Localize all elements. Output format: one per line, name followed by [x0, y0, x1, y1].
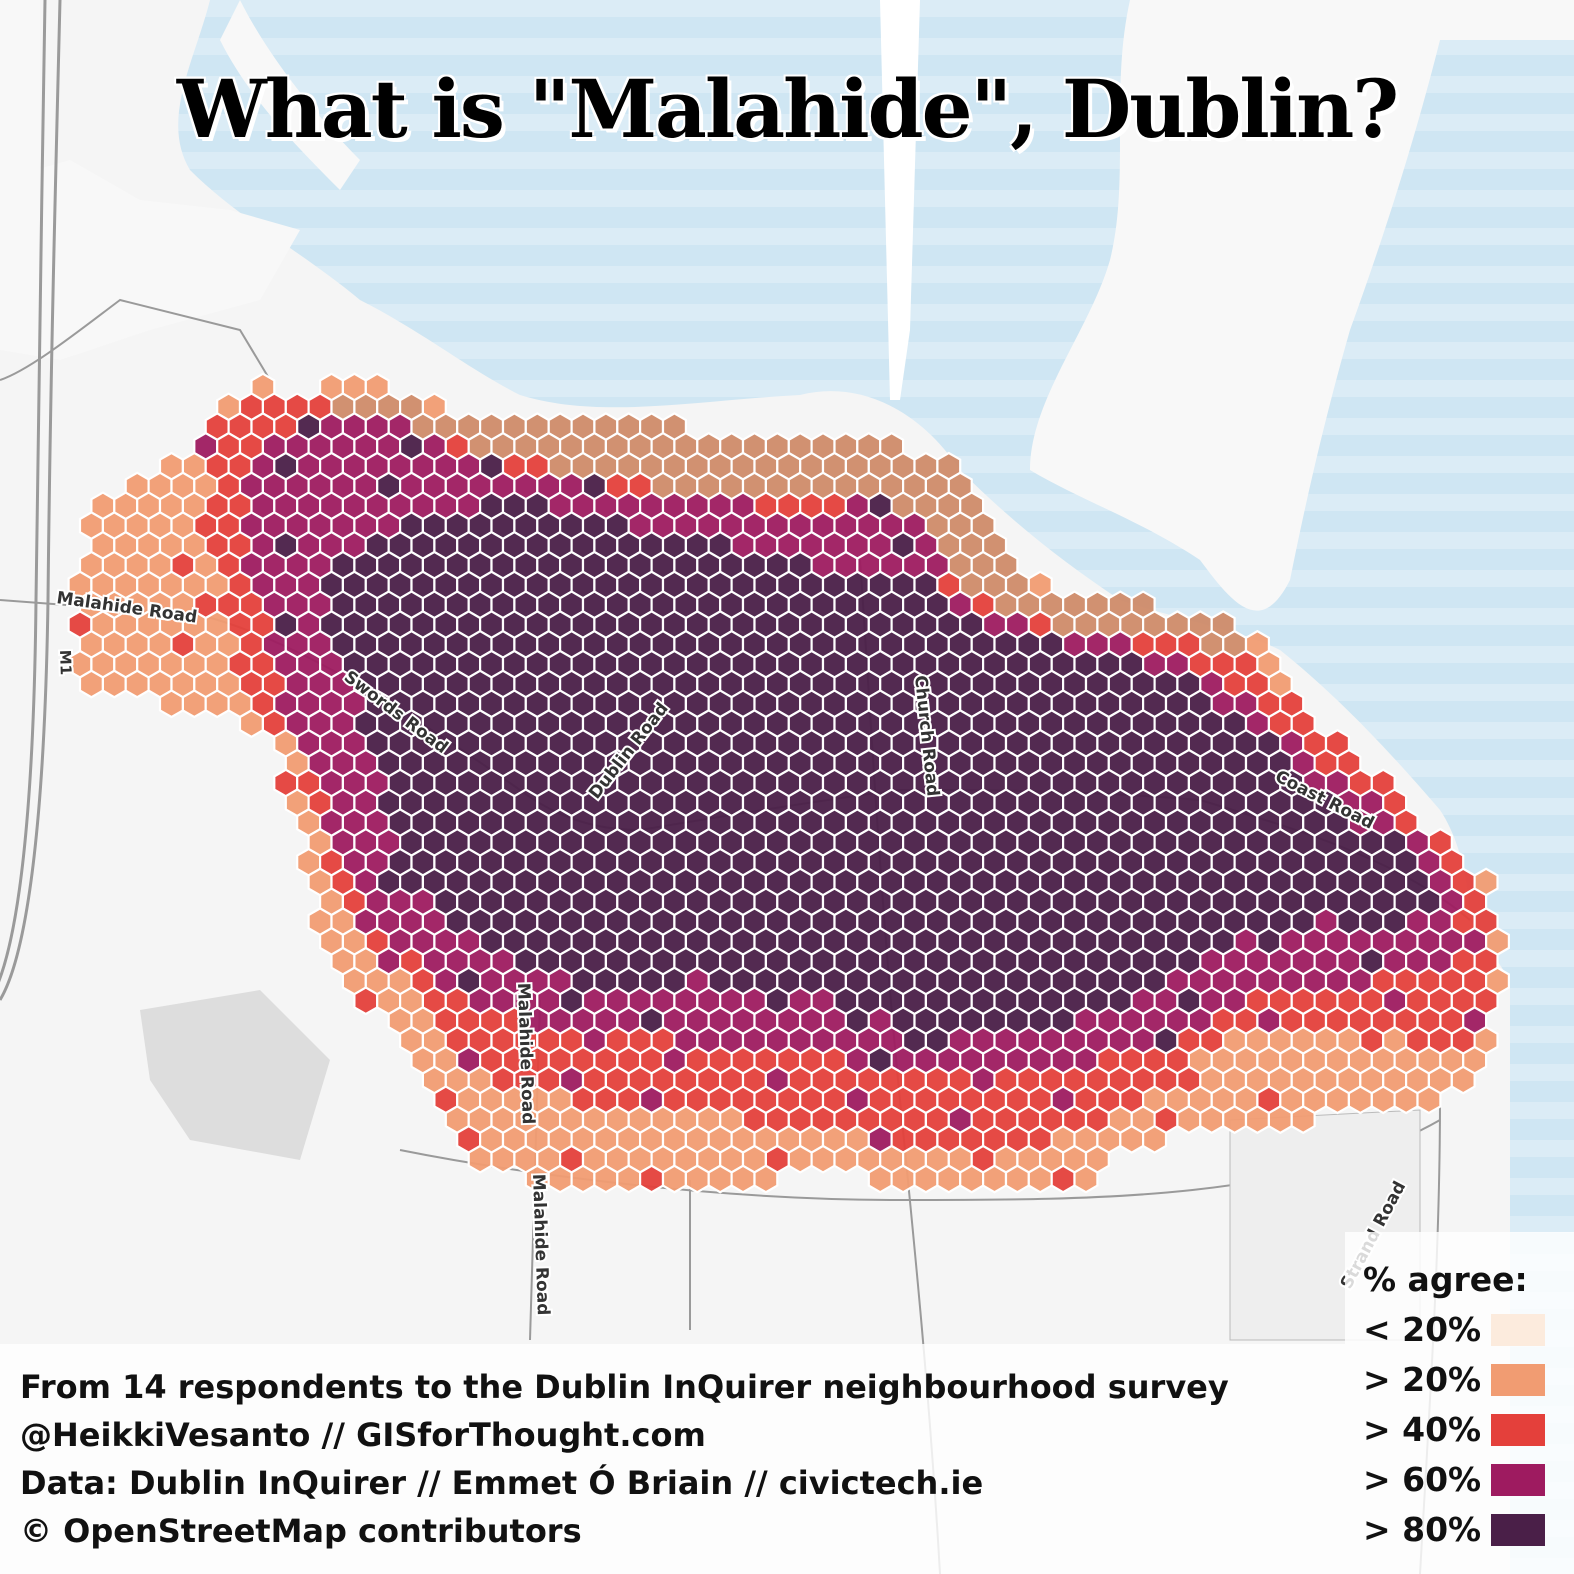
legend-label: > 20% [1363, 1360, 1482, 1399]
legend-item-gt60: > 60% [1363, 1460, 1567, 1500]
hex-cell [1199, 1105, 1225, 1135]
airfield-area [140, 990, 330, 1160]
legend-label: > 40% [1363, 1410, 1482, 1449]
west-land-top [0, 0, 40, 200]
legend-swatch [1491, 1364, 1545, 1396]
credit-author: @HeikkiVesanto // GISforThought.com [20, 1416, 706, 1454]
hexbin-layer [67, 372, 1511, 1194]
hex-cell [490, 1144, 516, 1174]
legend-item-gt20: > 20% [1363, 1360, 1567, 1400]
hex-cell [181, 689, 207, 719]
hex-cell [467, 1144, 493, 1174]
hex-cell [1176, 1105, 1202, 1135]
peninsula-land [1030, 0, 1574, 611]
hex-cell [1416, 1085, 1442, 1115]
credit-data: Data: Dublin InQuirer // Emmet Ó Briain … [20, 1464, 984, 1502]
road-line [0, 0, 47, 983]
hex-cell [707, 1164, 733, 1194]
hex-cell [959, 1164, 985, 1194]
legend-swatch [1491, 1514, 1545, 1546]
hex-cell [1073, 1164, 1099, 1194]
legend-swatch [1491, 1464, 1545, 1496]
hex-cell [1450, 1065, 1476, 1095]
hex-cell [890, 1164, 916, 1194]
legend-title: % agree: [1363, 1260, 1528, 1299]
legend-item-gt80: > 80% [1363, 1510, 1567, 1550]
legend-label: > 80% [1363, 1510, 1482, 1549]
north-shore-land [220, 0, 360, 190]
hex-cell [981, 1164, 1008, 1194]
hex-cell [810, 1144, 836, 1174]
road-label-m1-north: M1 [56, 650, 75, 676]
hex-cell [1267, 1105, 1293, 1135]
hex-cell [1370, 1085, 1396, 1115]
hex-cell [616, 1164, 642, 1194]
hex-cell [661, 1164, 688, 1194]
credit-osm: © OpenStreetMap contributors [20, 1512, 582, 1550]
hex-cell [753, 1164, 779, 1194]
credits-panel: From 14 respondents to the Dublin InQuir… [0, 1344, 1345, 1574]
hex-cell [1290, 1105, 1316, 1135]
legend-swatch [1491, 1314, 1545, 1346]
hex-cell [867, 1164, 893, 1194]
credit-survey: From 14 respondents to the Dublin InQuir… [20, 1368, 1229, 1406]
road-line [0, 0, 62, 1001]
railway-causeway [880, 0, 920, 400]
hex-cell [101, 669, 127, 699]
hex-cell [570, 1164, 596, 1194]
hex-cell [547, 1164, 573, 1194]
hex-cell [158, 689, 184, 719]
hex-cell [1347, 1085, 1373, 1115]
hex-cell [833, 1144, 859, 1174]
hex-cell [684, 1164, 710, 1194]
legend: % agree: < 20% > 20% > 40% > 60% > 80% [1345, 1232, 1574, 1574]
hex-cell [1393, 1085, 1419, 1115]
hex-cell [936, 1164, 962, 1194]
hex-cell [1050, 1164, 1076, 1194]
legend-label: > 60% [1363, 1460, 1482, 1499]
hex-cell [1244, 1105, 1271, 1135]
hex-cell [1141, 1124, 1168, 1154]
hex-cell [1027, 1164, 1053, 1194]
hex-cell [1119, 1124, 1145, 1154]
hex-cell [593, 1164, 619, 1194]
hex-cell [1324, 1085, 1351, 1115]
legend-item-gt40: > 40% [1363, 1410, 1567, 1450]
road-line [0, 298, 271, 381]
hex-cell [730, 1164, 756, 1194]
hex-cell [1004, 1164, 1030, 1194]
hex-cell [787, 1144, 813, 1174]
legend-swatch [1491, 1414, 1545, 1446]
hex-cell [238, 709, 264, 739]
hex-cell [1222, 1105, 1248, 1135]
west-land-point [0, 160, 300, 360]
hex-cell [204, 689, 230, 719]
map-title: What is "Malahide", Dublin? [176, 62, 1399, 156]
legend-label: < 20% [1363, 1310, 1482, 1349]
hex-cell [78, 669, 105, 699]
hex-cell [638, 1164, 665, 1194]
hex-cell [124, 669, 150, 699]
legend-item-lt20: < 20% [1363, 1310, 1567, 1350]
hex-cell [913, 1164, 939, 1194]
hex-cell [353, 986, 379, 1016]
